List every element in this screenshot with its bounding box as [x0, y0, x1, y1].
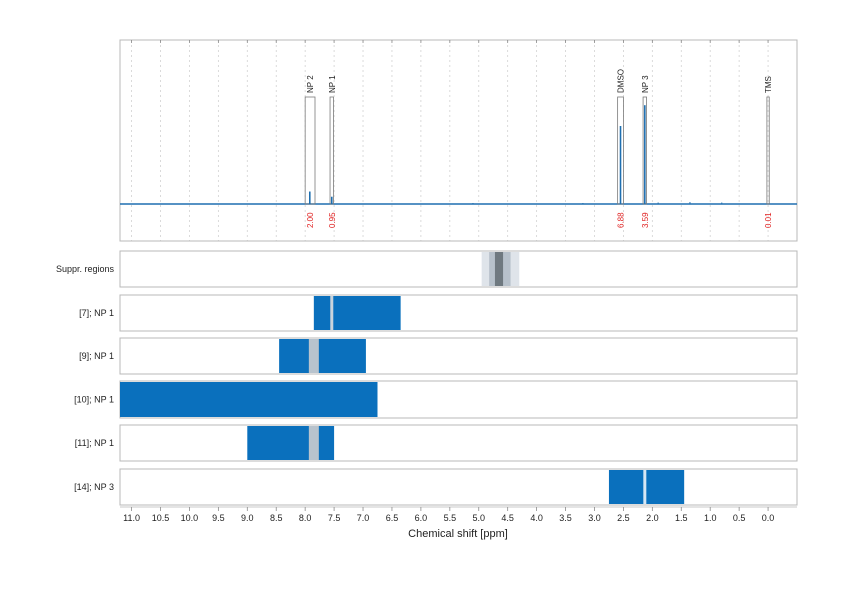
row-label: [14]; NP 3 [74, 482, 114, 492]
x-tick-label: 2.5 [617, 513, 630, 523]
range-center-marker [308, 339, 319, 373]
range-bar [279, 339, 366, 373]
x-tick-label: 11.0 [123, 513, 140, 523]
range-center-marker [643, 470, 647, 504]
x-axis-title: Chemical shift [ppm] [408, 528, 508, 540]
x-tick-label: 8.5 [270, 513, 283, 523]
integral-value: 3.59 [641, 212, 650, 228]
gridlines [131, 40, 769, 241]
integration-region [304, 96, 316, 205]
integration-region [766, 96, 770, 205]
x-tick-label: 6.5 [386, 513, 399, 523]
x-tick-label: 0.0 [762, 513, 775, 523]
panels: Suppr. regions [7]; NP 1 [9]; NP 1 [10]; NP… [56, 39, 798, 506]
row-panel [119, 294, 798, 332]
range-bar [313, 296, 401, 330]
spectrum-panel [119, 39, 798, 242]
integration-region [329, 96, 334, 205]
x-tick-label: 0.5 [733, 513, 746, 523]
peak-label: NP 3 [641, 75, 650, 93]
x-tick-label: 7.5 [328, 513, 341, 523]
row-label: [7]; NP 1 [79, 308, 114, 318]
x-tick-label: 8.0 [299, 513, 312, 523]
x-tick-label: 3.0 [588, 513, 601, 523]
integral-value: 0.95 [328, 212, 337, 228]
x-tick-label: 10.0 [181, 513, 199, 523]
spectrum: NP 2 2.00 NP 1 0.95 DMSO 6.88 NP 3 3.59 TMS 0.01 [120, 69, 797, 228]
x-tick-label: 3.5 [559, 513, 572, 523]
range-bar [247, 426, 335, 460]
x-tick-label: 1.5 [675, 513, 688, 523]
x-tick-label: 9.0 [241, 513, 254, 523]
x-tick-label: 7.0 [357, 513, 370, 523]
range-center-marker [308, 426, 319, 460]
peak-label: NP 2 [306, 75, 315, 93]
row-label: Suppr. regions [56, 264, 115, 274]
row-panel [119, 337, 798, 375]
x-tick-label: 2.0 [646, 513, 659, 523]
x-tick-label: 1.0 [704, 513, 717, 523]
range-bar [608, 470, 685, 504]
row-panel [119, 250, 798, 288]
range-bar [120, 382, 378, 417]
x-tick-label: 4.0 [530, 513, 543, 523]
row-label: [9]; NP 1 [79, 351, 114, 361]
x-tick-label: 10.5 [152, 513, 170, 523]
x-tick-label: 9.5 [212, 513, 225, 523]
suppression-band [494, 252, 504, 286]
row-label: [11]; NP 1 [75, 438, 114, 448]
x-tick-label: 5.0 [472, 513, 485, 523]
row-panel [119, 468, 798, 506]
integral-value: 2.00 [306, 212, 315, 228]
peak-label: NP 1 [328, 75, 337, 93]
row-panel [119, 424, 798, 462]
x-tick-label: 4.5 [501, 513, 514, 523]
peak-label: TMS [764, 76, 773, 93]
x-tick-label: 6.0 [415, 513, 428, 523]
peak-label: DMSO [617, 69, 626, 93]
row-label: [10]; NP 1 [74, 395, 114, 405]
integral-value: 0.01 [764, 212, 773, 228]
range-center-marker [330, 296, 334, 330]
x-tick-label: 5.5 [444, 513, 457, 523]
x-axis: 11.0 10.5 10.0 9.5 9.0 8.5 8.0 7.5 7.0 6.5 6.0 5.5 5… [120, 40, 797, 523]
integral-value: 6.88 [617, 212, 626, 228]
